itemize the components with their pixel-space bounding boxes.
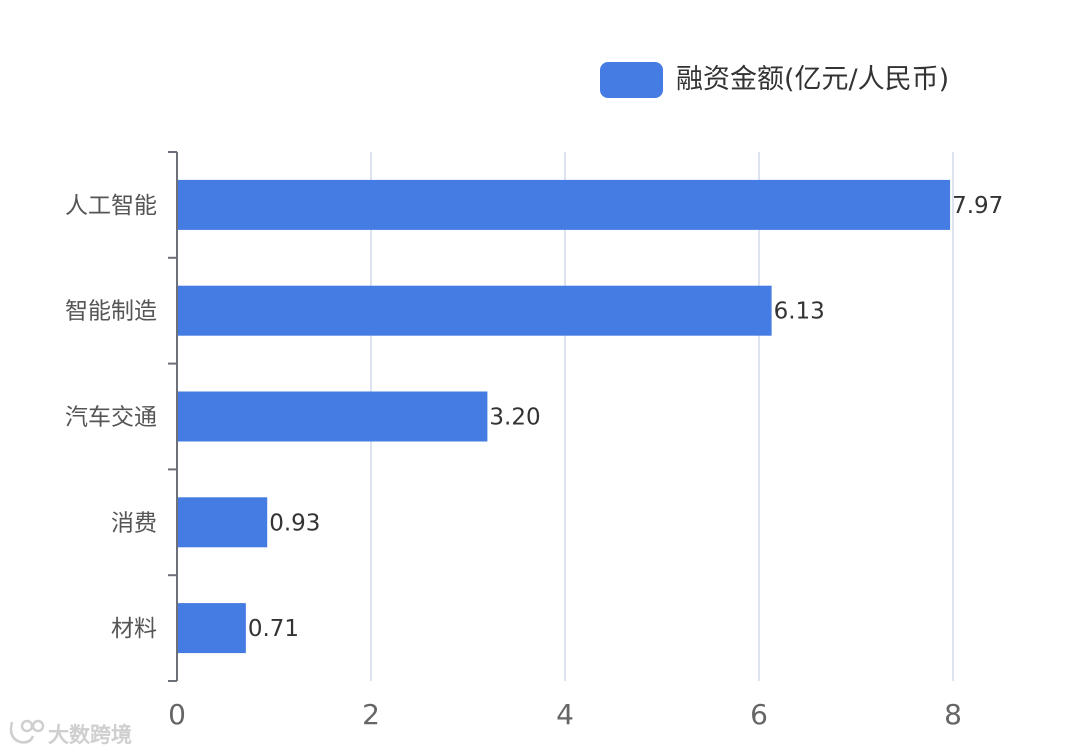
category-label: 汽车交通	[65, 405, 157, 431]
bar-value-label: 7.97	[952, 193, 1003, 219]
bar	[177, 603, 246, 654]
bar	[177, 391, 488, 442]
category-label: 智能制造	[65, 299, 157, 325]
category-label: 人工智能	[65, 193, 157, 219]
bar-value-label: 0.93	[269, 510, 320, 536]
bar	[177, 497, 268, 548]
watermark: 大数跨境	[9, 719, 132, 747]
bars	[177, 179, 951, 654]
bar	[177, 285, 772, 336]
x-tick-label: 8	[944, 698, 962, 731]
axes	[168, 151, 178, 682]
x-tick-label: 6	[750, 698, 768, 731]
labels: 0 2 4 6 8 7.97 人工智能 6.13 智能制造 3.20 汽车交通 0.93 消费 0.71 材…	[65, 193, 1003, 731]
bar	[177, 179, 951, 230]
bar-value-label: 6.13	[774, 299, 825, 325]
x-tick-label: 4	[556, 698, 574, 731]
category-label: 消费	[111, 510, 157, 536]
watermark-logo-icon	[9, 719, 45, 744]
bar-value-label: 3.20	[489, 405, 540, 431]
x-tick-label: 2	[362, 698, 380, 731]
legend-label: 融资金额(亿元/人民币)	[676, 64, 949, 95]
legend[interactable]: 融资金额(亿元/人民币)	[600, 62, 949, 98]
category-label: 材料	[111, 616, 157, 642]
x-tick-label: 0	[168, 698, 186, 731]
bar-value-label: 0.71	[248, 616, 299, 642]
legend-swatch	[600, 62, 663, 98]
watermark-text: 大数跨境	[48, 723, 132, 747]
